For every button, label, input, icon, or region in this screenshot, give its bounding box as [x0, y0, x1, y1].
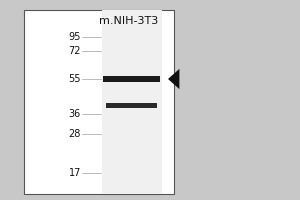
Bar — [103, 76, 160, 82]
Text: m.NIH-3T3: m.NIH-3T3 — [99, 16, 159, 26]
Text: 72: 72 — [68, 46, 81, 56]
Text: 55: 55 — [68, 74, 81, 84]
Bar — [24, 10, 174, 194]
Polygon shape — [168, 69, 179, 89]
Text: 28: 28 — [69, 129, 81, 139]
Text: 95: 95 — [69, 32, 81, 42]
Bar — [106, 103, 157, 108]
Bar — [102, 10, 162, 194]
Text: 17: 17 — [69, 168, 81, 178]
Text: 36: 36 — [69, 109, 81, 119]
